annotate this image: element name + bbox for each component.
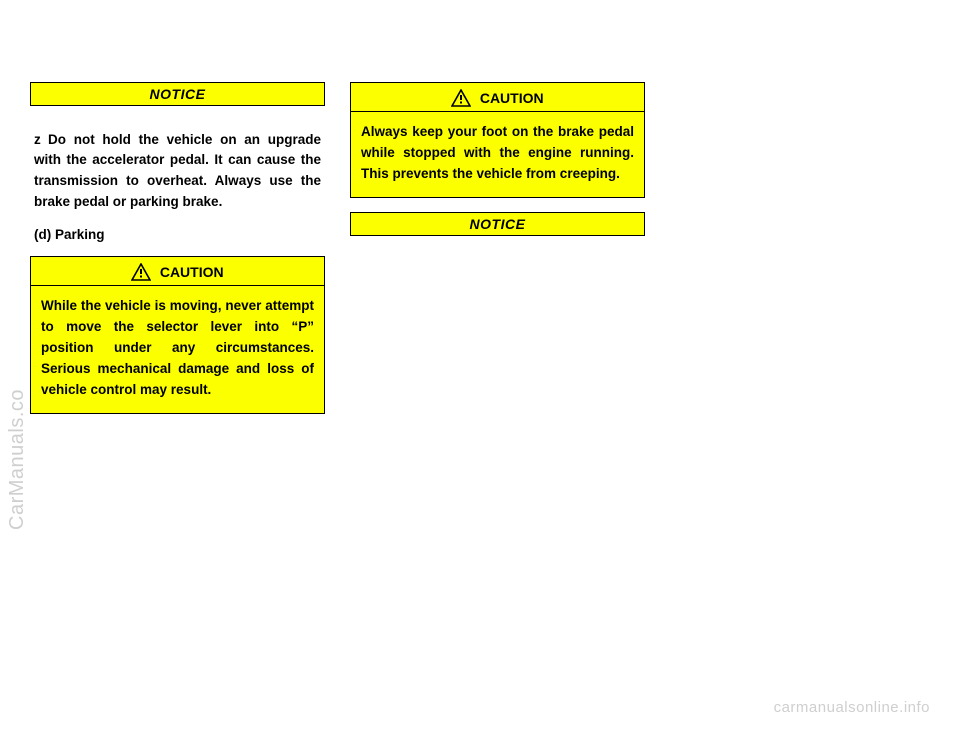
spacer [350, 198, 645, 212]
bullet-symbol: z [34, 130, 48, 151]
notice-header-left: NOTICE [30, 82, 325, 106]
caution-header-right: CAUTION [351, 83, 644, 112]
page-root: CarManuals.co NOTICE zDo not hold the ve… [0, 0, 960, 734]
caution-box-left: CAUTION While the vehicle is moving, nev… [30, 256, 325, 414]
watermark-bottom: carmanualsonline.info [774, 699, 930, 716]
notice-item: zDo not hold the vehicle on an upgrade w… [34, 130, 321, 214]
right-column: CAUTION Always keep your foot on the bra… [350, 82, 645, 236]
caution-body-left: While the vehicle is moving, never attem… [31, 286, 324, 413]
notice-body-left: zDo not hold the vehicle on an upgrade w… [30, 120, 325, 214]
notice-header-right: NOTICE [350, 212, 645, 236]
left-column: NOTICE zDo not hold the vehicle on an up… [30, 82, 325, 414]
notice-item-text: Do not hold the vehicle on an upgrade wi… [34, 132, 321, 210]
caution-label-right: CAUTION [480, 90, 544, 106]
parking-heading: (d) Parking [34, 227, 325, 242]
caution-body-right: Always keep your foot on the brake pedal… [351, 112, 644, 197]
warning-triangle-icon [451, 89, 475, 106]
warning-triangle-icon [131, 263, 155, 280]
watermark-vertical: CarManuals.co [6, 389, 29, 530]
caution-box-right: CAUTION Always keep your foot on the bra… [350, 82, 645, 198]
caution-header-left: CAUTION [31, 257, 324, 286]
caution-label-left: CAUTION [160, 264, 224, 280]
